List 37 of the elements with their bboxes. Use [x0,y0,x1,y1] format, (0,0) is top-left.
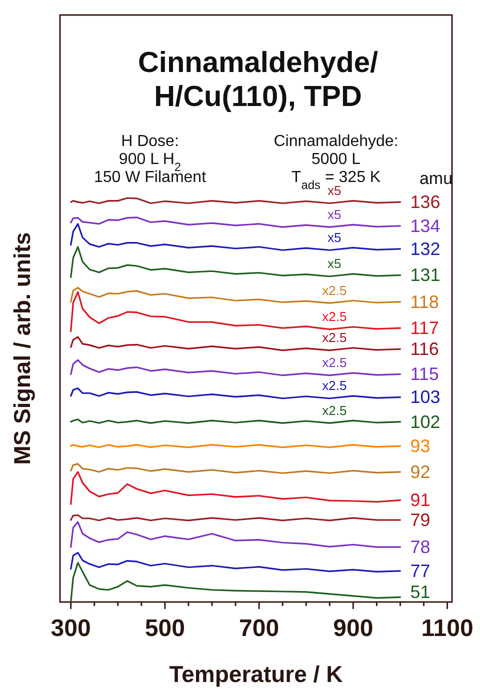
annotation: x2.5 [322,330,347,346]
legend-title: amu [419,169,453,188]
text: H Dose: 900 L H$_{2}$ 150 W Filament [94,133,207,186]
x-tick-label: 500 [144,615,185,642]
annotation: x2.5 [322,402,347,418]
series-label: 136 [410,192,440,212]
series-label: 78 [410,537,430,558]
annotation: x2.5 [322,309,347,324]
series-label: 118 [410,292,439,312]
x-tick-label: 1100 [421,615,474,642]
annotation: x5 [328,256,342,272]
x-axis-title: Temperature / K [169,661,344,687]
y-axis-title: MS Signal / arb. units [9,232,35,465]
series-label: 134 [410,216,440,236]
series-label: 79 [410,510,430,530]
x-tick-label: 300 [50,615,91,642]
annotation: x5 [328,183,342,198]
annotation: x5 [328,206,342,222]
x-tick-label: 900 [333,615,374,642]
series-label: 51 [410,582,430,602]
chart-title: Cinnamaldehyde/ H/Cu(110), TPD [138,47,378,113]
x-tick-label: 700 [239,615,280,642]
annotation: x2.5 [322,355,347,370]
series-label: 93 [410,436,430,456]
series-label: 115 [410,364,439,384]
series-label: 116 [410,339,439,360]
annotation: x5 [328,230,342,245]
series-label: 117 [410,318,439,338]
series-label: 131 [410,265,440,286]
series-label: 103 [410,387,440,408]
series-label: 92 [410,462,430,482]
series-label: 77 [410,560,430,581]
annotation: x2.5 [322,282,347,298]
annotation: x2.5 [322,378,347,394]
series-label: 132 [410,238,440,259]
series-label: 102 [410,412,440,432]
series-label: 91 [410,490,430,510]
